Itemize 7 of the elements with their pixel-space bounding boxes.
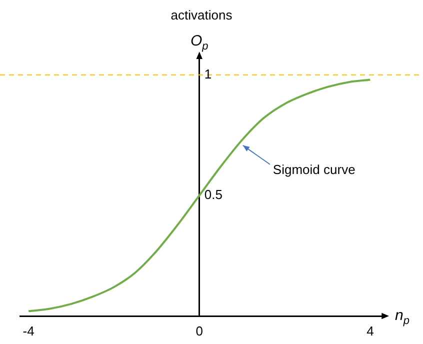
line-series bbox=[28, 78, 372, 312]
x-tick-label: 4 bbox=[366, 323, 374, 338]
y-tick-label: 0.5 bbox=[204, 187, 222, 202]
x-tick-label: 0 bbox=[196, 323, 203, 338]
x-tick-label: -4 bbox=[22, 323, 34, 338]
chart-title: activations bbox=[170, 7, 233, 22]
annotation: Sigmoid curve bbox=[272, 162, 356, 177]
